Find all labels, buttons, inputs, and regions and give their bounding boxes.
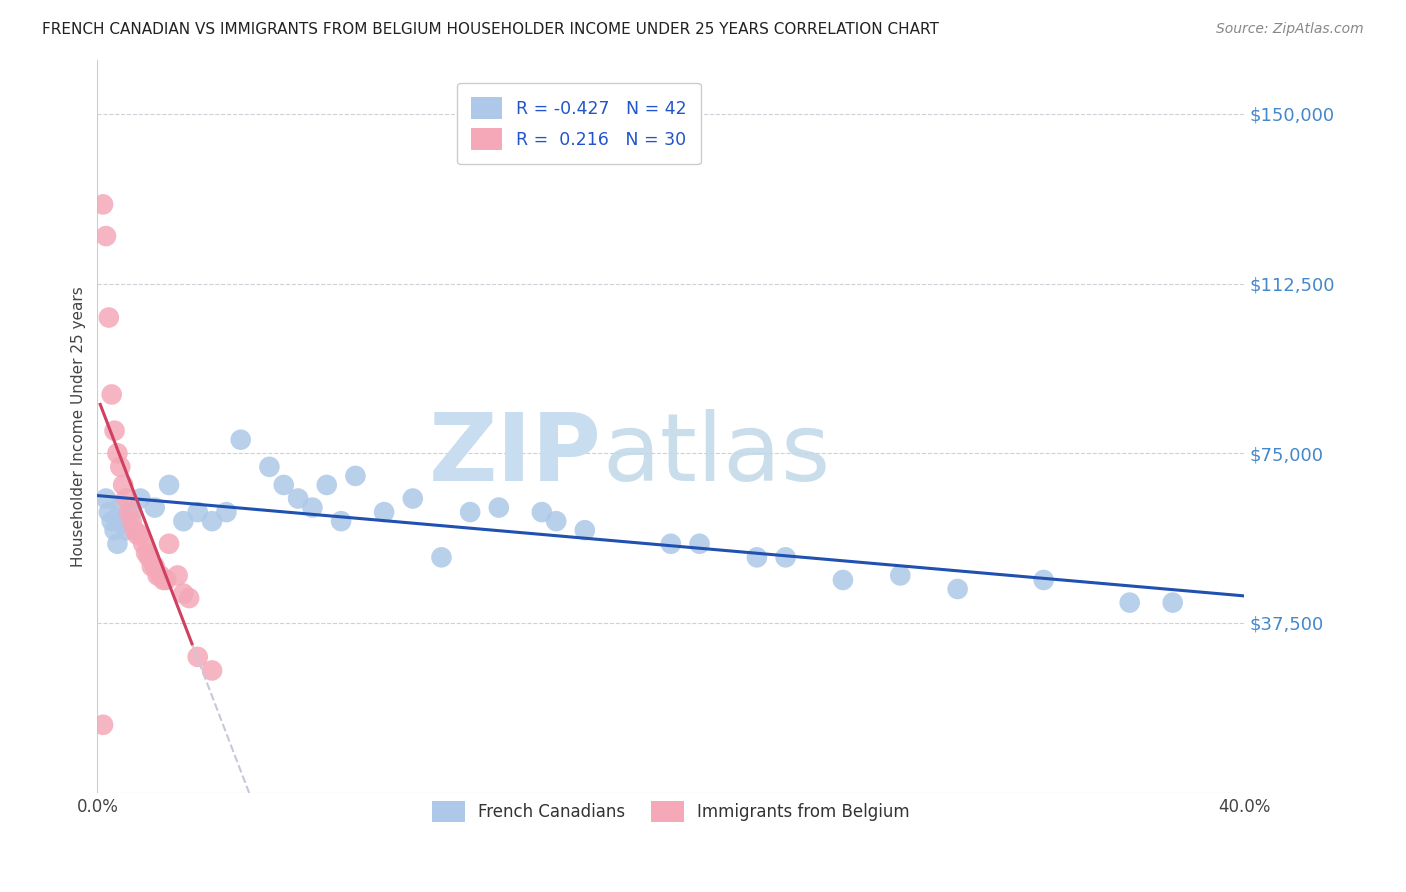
Point: [287, 491, 309, 506]
Point: [659, 537, 682, 551]
Point: [373, 505, 395, 519]
Point: [143, 559, 166, 574]
Point: [330, 514, 353, 528]
Point: [488, 500, 510, 515]
Point: [100, 387, 122, 401]
Point: [546, 514, 568, 528]
Point: [201, 514, 224, 528]
Point: [152, 573, 174, 587]
Point: [157, 537, 180, 551]
Point: [121, 505, 143, 519]
Point: [94, 491, 117, 506]
Legend: French Canadians, Immigrants from Belgium: French Canadians, Immigrants from Belgiu…: [419, 788, 924, 836]
Point: [1161, 596, 1184, 610]
Point: [146, 568, 169, 582]
Point: [157, 478, 180, 492]
Point: [689, 537, 711, 551]
Point: [172, 514, 194, 528]
Point: [110, 500, 132, 515]
Point: [574, 523, 596, 537]
Point: [110, 459, 132, 474]
Point: [946, 582, 969, 596]
Point: [118, 505, 141, 519]
Point: [201, 664, 224, 678]
Point: [344, 469, 367, 483]
Point: [187, 649, 209, 664]
Point: [97, 310, 120, 325]
Point: [103, 523, 125, 537]
Point: [112, 478, 135, 492]
Point: [103, 424, 125, 438]
Point: [458, 505, 481, 519]
Point: [94, 229, 117, 244]
Point: [187, 505, 209, 519]
Point: [138, 550, 160, 565]
Point: [775, 550, 797, 565]
Text: ZIP: ZIP: [429, 409, 602, 501]
Point: [129, 527, 152, 541]
Point: [141, 559, 163, 574]
Point: [259, 459, 281, 474]
Point: [107, 537, 129, 551]
Point: [745, 550, 768, 565]
Point: [100, 514, 122, 528]
Point: [115, 491, 138, 506]
Point: [124, 523, 146, 537]
Point: [215, 505, 238, 519]
Point: [832, 573, 855, 587]
Point: [402, 491, 425, 506]
Point: [135, 546, 157, 560]
Point: [143, 500, 166, 515]
Point: [179, 591, 201, 605]
Point: [430, 550, 453, 565]
Point: [155, 573, 177, 587]
Y-axis label: Householder Income Under 25 years: Householder Income Under 25 years: [72, 285, 86, 566]
Point: [172, 586, 194, 600]
Point: [127, 527, 149, 541]
Point: [91, 197, 114, 211]
Point: [107, 446, 129, 460]
Point: [315, 478, 337, 492]
Point: [115, 523, 138, 537]
Point: [121, 514, 143, 528]
Point: [129, 491, 152, 506]
Point: [1118, 596, 1140, 610]
Point: [91, 718, 114, 732]
Point: [889, 568, 911, 582]
Point: [112, 514, 135, 528]
Point: [132, 537, 155, 551]
Point: [97, 505, 120, 519]
Point: [1032, 573, 1054, 587]
Point: [301, 500, 323, 515]
Point: [273, 478, 295, 492]
Point: [530, 505, 553, 519]
Point: [166, 568, 188, 582]
Text: Source: ZipAtlas.com: Source: ZipAtlas.com: [1216, 22, 1364, 37]
Point: [149, 568, 172, 582]
Point: [229, 433, 252, 447]
Text: atlas: atlas: [602, 409, 831, 501]
Text: FRENCH CANADIAN VS IMMIGRANTS FROM BELGIUM HOUSEHOLDER INCOME UNDER 25 YEARS COR: FRENCH CANADIAN VS IMMIGRANTS FROM BELGI…: [42, 22, 939, 37]
